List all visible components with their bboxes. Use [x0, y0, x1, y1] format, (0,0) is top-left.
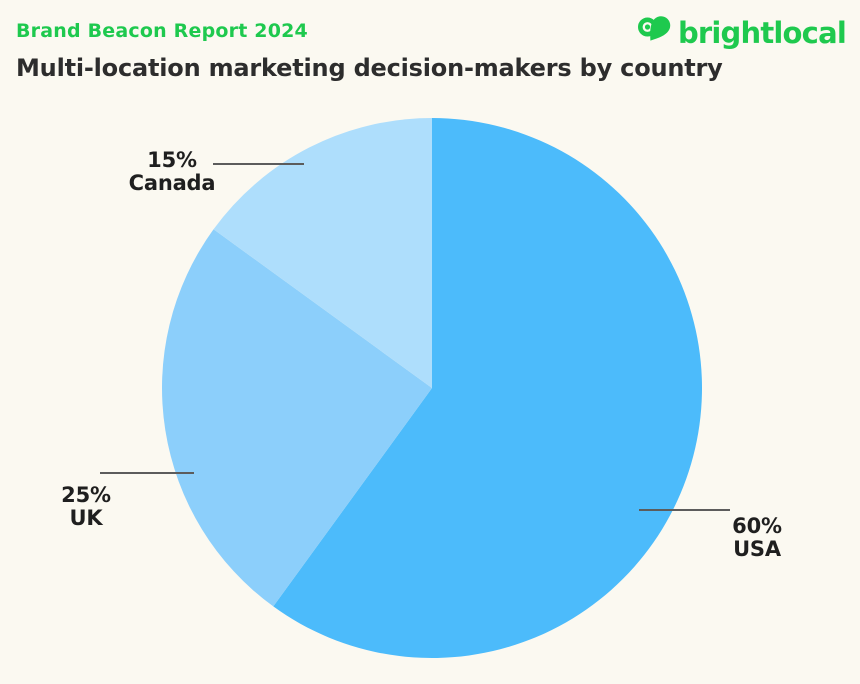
brightlocal-logo: brightlocal	[635, 12, 847, 54]
pie-slice-usa	[273, 118, 702, 658]
report-label: Brand Beacon Report 2024	[16, 20, 308, 42]
slice-label-canada: 15% Canada	[107, 149, 237, 195]
pie-slice-uk	[162, 229, 432, 607]
pie-slice-canada	[213, 118, 432, 388]
slice-percent: 15%	[147, 148, 197, 172]
slice-label-uk: 25% UK	[31, 484, 141, 530]
leader-line-usa	[639, 509, 730, 511]
slice-percent: 60%	[732, 514, 782, 538]
slice-percent: 25%	[61, 483, 111, 507]
logo-wordmark: brightlocal	[677, 16, 847, 50]
slice-label-usa: 60% USA	[702, 515, 812, 561]
pie-chart-container	[162, 118, 702, 658]
slice-country: USA	[733, 537, 781, 561]
leader-line-canada	[213, 163, 304, 165]
pie-chart	[162, 118, 702, 658]
slice-country: UK	[69, 506, 103, 530]
leader-line-uk	[100, 472, 194, 474]
map-pin-heart-icon	[635, 12, 675, 54]
page-title: Multi-location marketing decision-makers…	[16, 54, 723, 82]
slice-country: Canada	[128, 171, 216, 195]
